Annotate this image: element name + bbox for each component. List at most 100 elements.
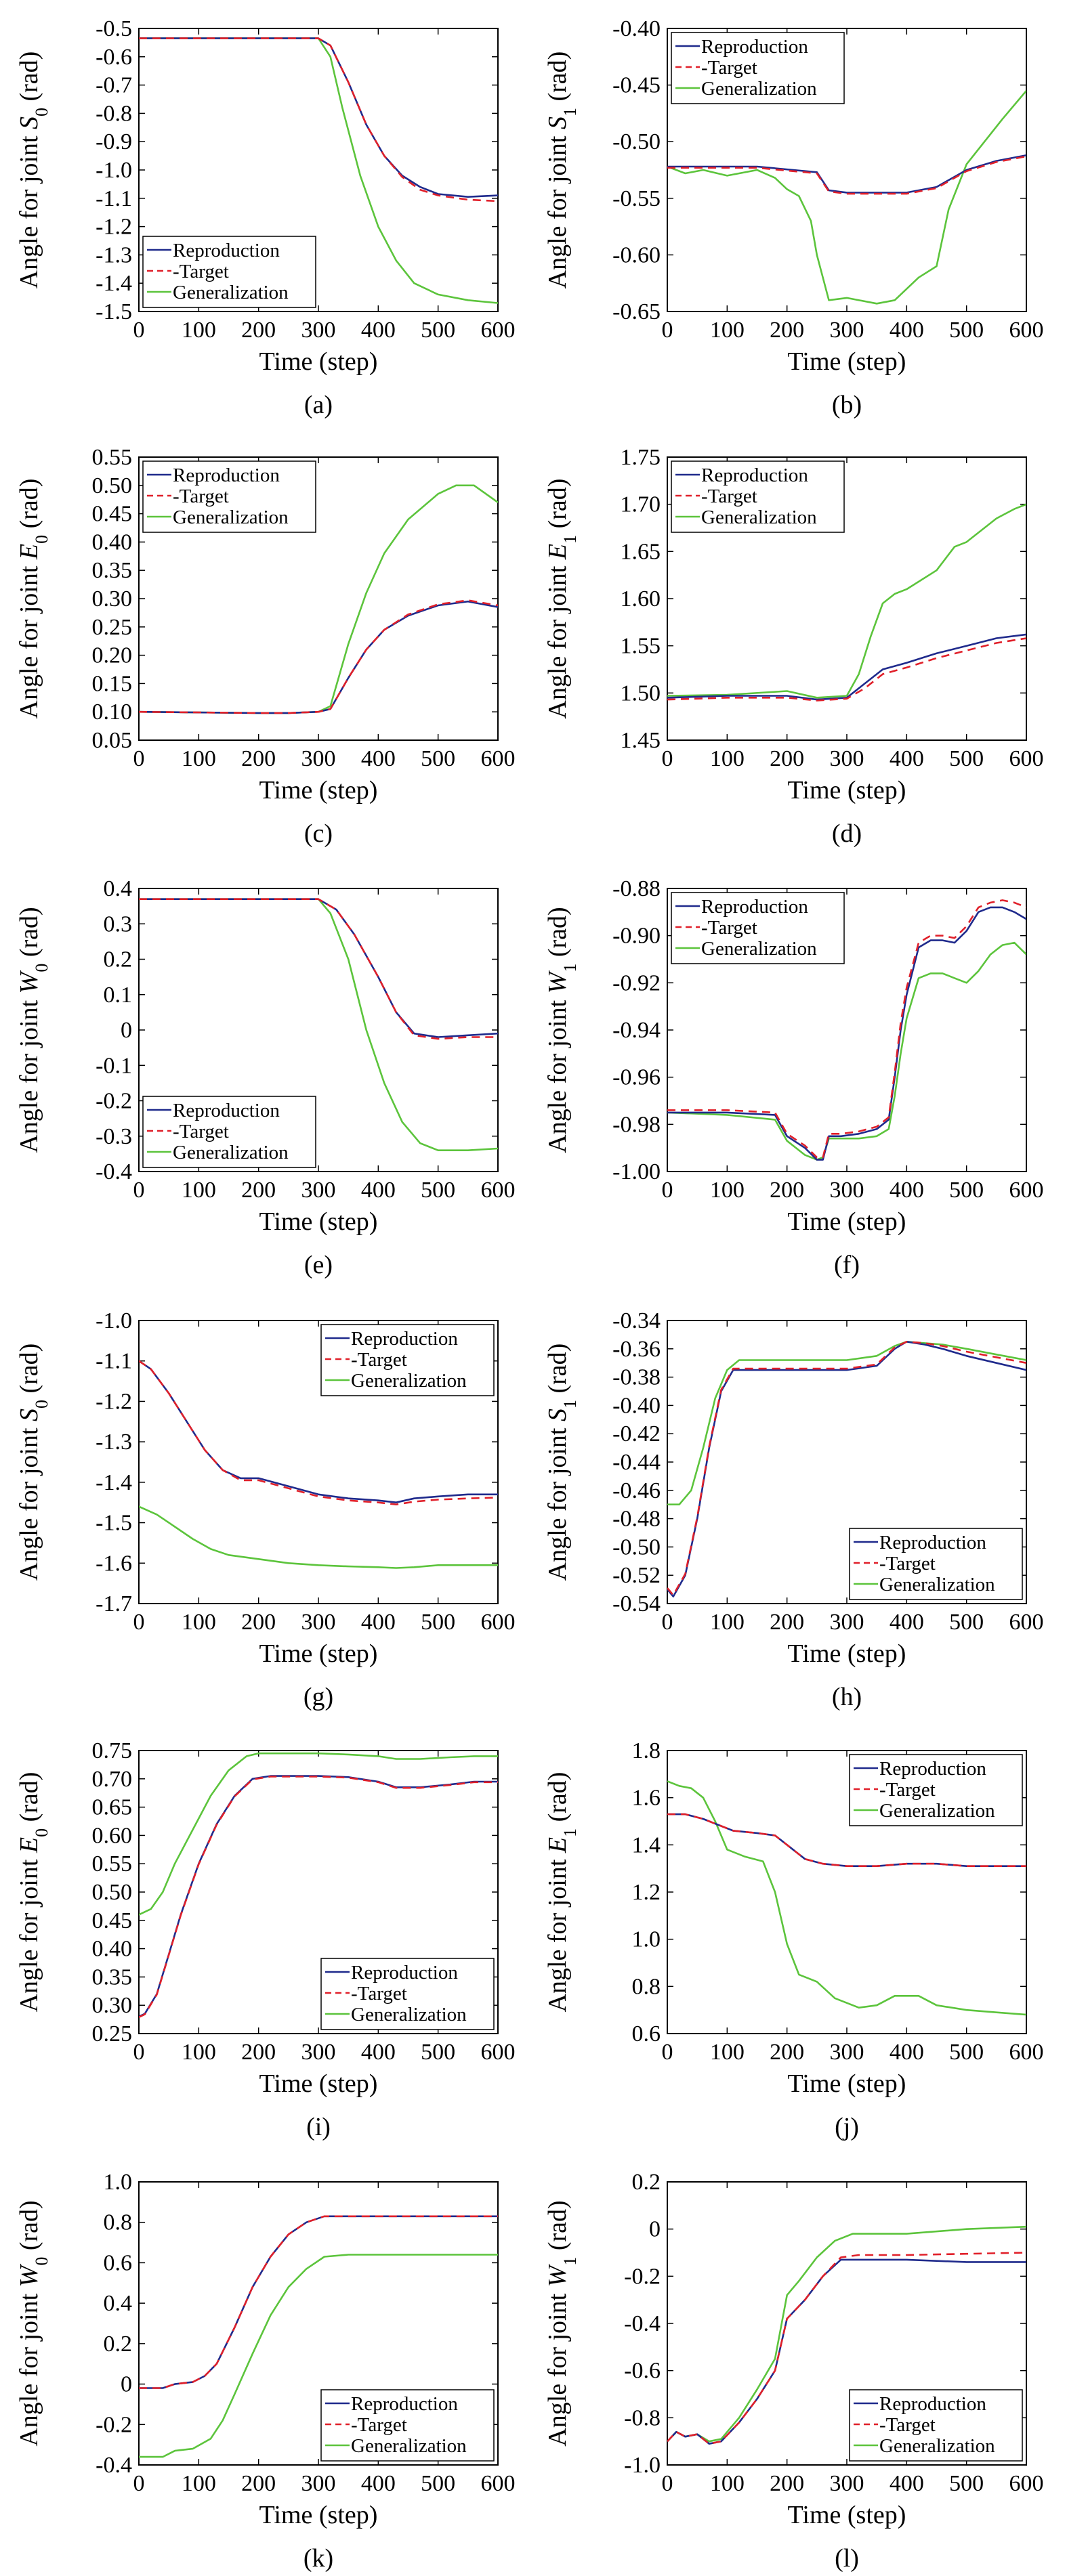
- x-tick-label: 400: [361, 746, 396, 771]
- series-line-target: [139, 1360, 498, 1505]
- x-tick-label: 100: [710, 1178, 745, 1203]
- x-tick-label: 600: [1009, 1610, 1044, 1635]
- x-tick-label: 400: [890, 746, 924, 771]
- y-axis-label: Angle for joint S0 (rad): [15, 1344, 51, 1581]
- y-tick-label: -1.1: [96, 1349, 132, 1374]
- chart-panel: 0 100 200 300 400 500 600 -0.5 -0.6 -0.7 -0.8 -0.9 -…: [15, 16, 516, 419]
- x-tick-label: 600: [1009, 318, 1044, 343]
- y-axis-label: Angle for joint E0 (rad): [15, 1772, 51, 2013]
- x-axis-label: Time (step): [788, 2501, 906, 2529]
- x-tick-label: 100: [182, 1178, 216, 1203]
- x-tick-label: 300: [830, 318, 864, 343]
- panel-caption: (h): [832, 1683, 862, 1711]
- y-tick-label: -1.2: [96, 1389, 132, 1414]
- y-tick-label: 0.55: [92, 445, 133, 470]
- series-line-target: [667, 1813, 1026, 1867]
- y-tick-label: -0.50: [612, 129, 661, 154]
- x-tick-label: 400: [890, 1610, 924, 1635]
- legend-label: Reproduction: [701, 465, 808, 486]
- series-line-target: [139, 599, 498, 714]
- x-tick-label: 600: [1009, 2040, 1044, 2065]
- y-tick-label: -1.6: [96, 1551, 132, 1576]
- x-tick-label: 100: [182, 746, 216, 771]
- panel-caption: (k): [304, 2544, 333, 2573]
- chart-panel: 0 100 200 300 400 500 600 -0.88 -0.90 -0.92 -0.94 -…: [543, 876, 1044, 1279]
- y-axis-label: Angle for joint W1 (rad): [543, 907, 580, 1153]
- panel-caption: (l): [835, 2544, 859, 2573]
- y-tick-label: -0.50: [612, 1534, 661, 1560]
- y-tick-label: 0.45: [92, 502, 133, 527]
- legend-box: [849, 2389, 1023, 2462]
- legend-box: [671, 32, 845, 104]
- series-line-reproduction: [667, 154, 1026, 194]
- y-tick-label: 0.8: [632, 1974, 661, 1999]
- x-axis-label: Time (step): [788, 1207, 906, 1236]
- y-tick-label: -1.1: [96, 186, 132, 211]
- x-tick-label: 500: [949, 1610, 984, 1635]
- y-tick-label: 0.3: [104, 911, 133, 937]
- y-tick-label: 0.35: [92, 558, 133, 583]
- legend-box: [142, 460, 316, 533]
- x-tick-label: 600: [481, 2471, 516, 2496]
- legend-label: Reproduction: [879, 2393, 986, 2415]
- x-tick-label: 500: [949, 2040, 984, 2065]
- y-tick-label: 1.50: [621, 681, 661, 706]
- x-tick-label: 0: [662, 2471, 673, 2496]
- x-tick-label: 200: [241, 2040, 276, 2065]
- x-tick-label: 200: [241, 746, 276, 771]
- y-tick-label: -1.3: [96, 1430, 132, 1455]
- y-tick-label: -0.44: [612, 1450, 661, 1475]
- y-tick-label: 0.30: [92, 586, 133, 611]
- x-tick-label: 300: [830, 1178, 864, 1203]
- series-line-target: [667, 1341, 1026, 1596]
- legend-label: Generalization: [879, 2435, 995, 2457]
- chart-panel: 0 100 200 300 400 500 600 0.55 0.50 0.45 0.40 0.35 0…: [15, 445, 516, 848]
- y-axis-label: Angle for joint W1 (rad): [543, 2200, 580, 2446]
- legend-label: -Target: [351, 2414, 407, 2436]
- x-tick-label: 0: [662, 318, 673, 343]
- y-tick-label: 0.25: [92, 2021, 133, 2046]
- panel-caption: (e): [304, 1251, 333, 1279]
- x-tick-label: 300: [830, 2040, 864, 2065]
- y-tick-label: -0.4: [96, 2453, 132, 2478]
- legend-box: [849, 1528, 1023, 1600]
- chart-panel: 0 100 200 300 400 500 600 1.0 0.8 0.6 0.4 0.2 0 -0.2 -…: [15, 2170, 516, 2573]
- y-tick-label: 1.6: [632, 1786, 661, 1811]
- series-line-generalization: [139, 1505, 498, 1569]
- y-tick-label: 0: [649, 2217, 661, 2242]
- chart-panel: 0 100 200 300 400 500 600 0.75 0.70 0.65 0.60 0.55 0…: [15, 1738, 516, 2141]
- legend-label: Reproduction: [701, 896, 808, 918]
- y-tick-label: 0.50: [92, 1880, 133, 1905]
- legend-label: -Target: [701, 57, 757, 79]
- y-tick-label: 0.2: [104, 2332, 133, 2357]
- x-axis-label: Time (step): [259, 347, 378, 376]
- x-tick-label: 100: [182, 2471, 216, 2496]
- x-tick-label: 600: [1009, 1178, 1044, 1203]
- x-tick-label: 300: [830, 2471, 864, 2496]
- x-tick-label: 600: [481, 318, 516, 343]
- x-tick-label: 200: [770, 1178, 804, 1203]
- series-line-target: [139, 2215, 498, 2389]
- legend-box: [320, 1324, 495, 1396]
- panel-caption: (b): [832, 391, 862, 419]
- x-tick-label: 500: [421, 1178, 455, 1203]
- y-tick-label: -0.90: [612, 924, 661, 949]
- x-tick-label: 0: [133, 1610, 145, 1635]
- x-tick-label: 100: [182, 1610, 216, 1635]
- x-tick-label: 200: [770, 318, 804, 343]
- y-tick-label: 0: [121, 1018, 132, 1043]
- panel-caption: (j): [835, 2113, 859, 2141]
- series-line-reproduction: [139, 1360, 498, 1503]
- x-tick-label: 100: [182, 318, 216, 343]
- y-tick-label: 1.2: [632, 1880, 661, 1905]
- y-tick-label: -1.4: [96, 271, 132, 296]
- y-tick-label: -1.2: [96, 215, 132, 240]
